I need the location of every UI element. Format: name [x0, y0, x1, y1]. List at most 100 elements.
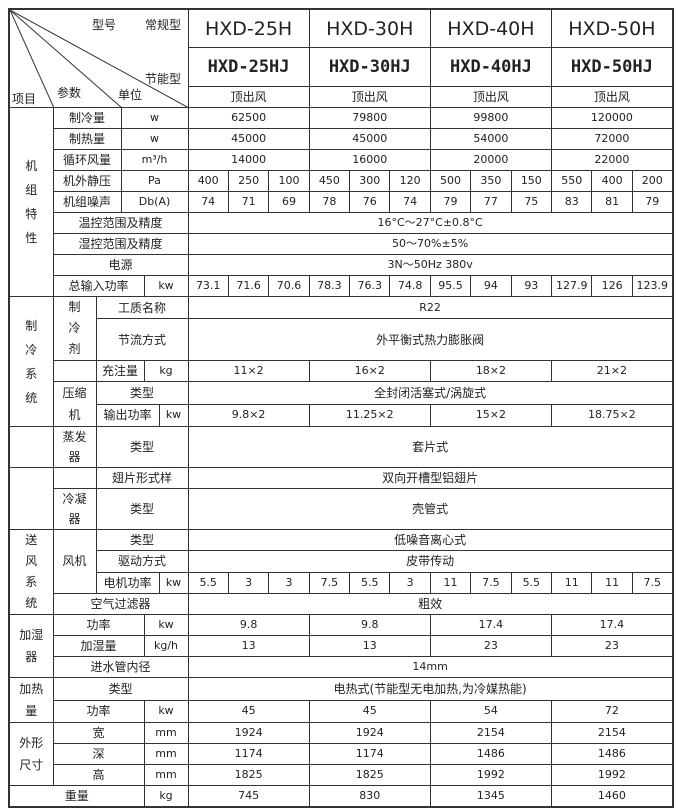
- model-label: 型号: [92, 18, 117, 32]
- value-cell: 100: [268, 170, 310, 192]
- model-energy: HXD-50HJ: [551, 47, 674, 87]
- value-cell: 11: [551, 571, 593, 594]
- value-cell: 200: [631, 170, 674, 192]
- air-outlet: 顶出风: [429, 86, 553, 108]
- value-cell: 13: [308, 635, 431, 657]
- value-cell: 400: [591, 170, 633, 192]
- model-energy: HXD-25HJ: [187, 47, 310, 87]
- header-diagonal-cell: 型号 常规型 节能型 项目 参数 单位: [8, 8, 189, 108]
- value-cell: 18×2: [429, 360, 553, 382]
- value-cell: 95.5: [429, 275, 472, 297]
- air-outlet: 顶出风: [551, 86, 674, 108]
- value-cell: 54: [429, 699, 553, 723]
- param-name: 重量: [8, 785, 145, 808]
- empty-cell: [8, 426, 54, 468]
- section-heater: 加热量: [8, 677, 54, 723]
- value-cell: 77: [470, 191, 512, 213]
- value-cell: 1992: [429, 764, 553, 786]
- value-cell: R22: [187, 295, 674, 320]
- empty-cell: [8, 467, 54, 530]
- value-cell: 3: [389, 571, 431, 594]
- value-cell: 全封闭活塞式/涡旋式: [187, 381, 674, 405]
- model-standard: HXD-30H: [308, 8, 431, 48]
- value-cell: 14mm: [187, 656, 674, 678]
- value-cell: 5.5: [510, 571, 553, 594]
- value-cell: 低噪音离心式: [187, 528, 674, 552]
- section-refrigeration: 制冷系统: [8, 296, 54, 427]
- value-cell: 83: [551, 191, 593, 213]
- value-cell: 13: [187, 635, 310, 657]
- param-name: 类型: [95, 528, 189, 552]
- item-label: 项目: [12, 92, 37, 106]
- value-cell: 7.5: [631, 571, 674, 594]
- value-cell: 3N～50Hz 380v: [187, 254, 674, 276]
- model-standard: HXD-40H: [429, 8, 553, 48]
- value-cell: 78.3: [308, 275, 351, 297]
- value-cell: 72000: [551, 128, 674, 150]
- value-cell: 120000: [551, 107, 674, 129]
- param-name: 进水管内径: [52, 656, 189, 678]
- energy-label: 节能型: [145, 72, 182, 86]
- value-cell: 11: [429, 571, 472, 594]
- air-outlet: 顶出风: [187, 86, 310, 108]
- value-cell: 73.1: [187, 275, 229, 297]
- value-cell: 1924: [308, 722, 431, 744]
- value-cell: 9.8×2: [187, 403, 310, 427]
- value-cell: 2154: [429, 722, 553, 744]
- value-cell: 11×2: [187, 360, 310, 382]
- value-cell: 15×2: [429, 403, 553, 427]
- value-cell: 皮带传动: [187, 550, 674, 573]
- section-humidifier: 加湿器: [8, 614, 54, 678]
- param-unit: kw: [158, 403, 189, 427]
- value-cell: 23: [551, 635, 674, 657]
- value-cell: 17.4: [551, 614, 674, 636]
- section-air-supply: 送风系统: [8, 529, 54, 615]
- value-cell: 72: [551, 699, 674, 723]
- value-cell: 79: [429, 191, 472, 213]
- param-name: 宽: [52, 722, 145, 744]
- param-name: 制热量: [52, 128, 122, 150]
- value-cell: 21×2: [551, 360, 674, 382]
- section-dimensions: 外形尺寸: [8, 722, 54, 786]
- value-cell: 双向开槽型铝翅片: [187, 467, 674, 489]
- model-standard: HXD-25H: [187, 8, 310, 48]
- param-unit: kw: [143, 275, 189, 297]
- value-cell: 93: [510, 275, 553, 297]
- value-cell: 1345: [429, 785, 553, 808]
- model-standard: HXD-50H: [551, 8, 674, 48]
- value-cell: 81: [591, 191, 633, 213]
- param-name: 电源: [52, 254, 189, 276]
- value-cell: 120: [389, 170, 431, 192]
- value-cell: 11: [591, 571, 633, 594]
- param-unit: mm: [143, 722, 189, 744]
- param-name: 高: [52, 764, 145, 786]
- param-name: 类型: [95, 488, 189, 530]
- value-cell: 1174: [187, 743, 310, 765]
- param-unit: kw: [143, 614, 189, 636]
- value-cell: 250: [227, 170, 270, 192]
- value-cell: 62500: [187, 107, 310, 129]
- param-name: 温控范围及精度: [52, 212, 189, 234]
- param-unit: kw: [143, 699, 189, 723]
- value-cell: 3: [227, 571, 270, 594]
- param-unit: kg: [143, 785, 189, 808]
- value-cell: 16000: [308, 149, 431, 171]
- value-cell: 1825: [187, 764, 310, 786]
- param-name: 制冷量: [52, 107, 122, 129]
- value-cell: 7.5: [308, 571, 351, 594]
- param-name: 工质名称: [95, 295, 189, 320]
- param-name: 电机功率: [95, 571, 160, 594]
- param-unit: mm: [143, 743, 189, 765]
- value-cell: 500: [429, 170, 472, 192]
- value-cell: 54000: [429, 128, 553, 150]
- value-cell: 5.5: [187, 571, 229, 594]
- value-cell: 69: [268, 191, 310, 213]
- value-cell: 45: [308, 699, 431, 723]
- value-cell: 74: [187, 191, 229, 213]
- value-cell: 71: [227, 191, 270, 213]
- value-cell: 550: [551, 170, 593, 192]
- evaporator-label: 蒸发器: [52, 426, 97, 468]
- compressor-label: 压缩机: [52, 381, 97, 427]
- value-cell: 17.4: [429, 614, 553, 636]
- value-cell: 71.6: [227, 275, 270, 297]
